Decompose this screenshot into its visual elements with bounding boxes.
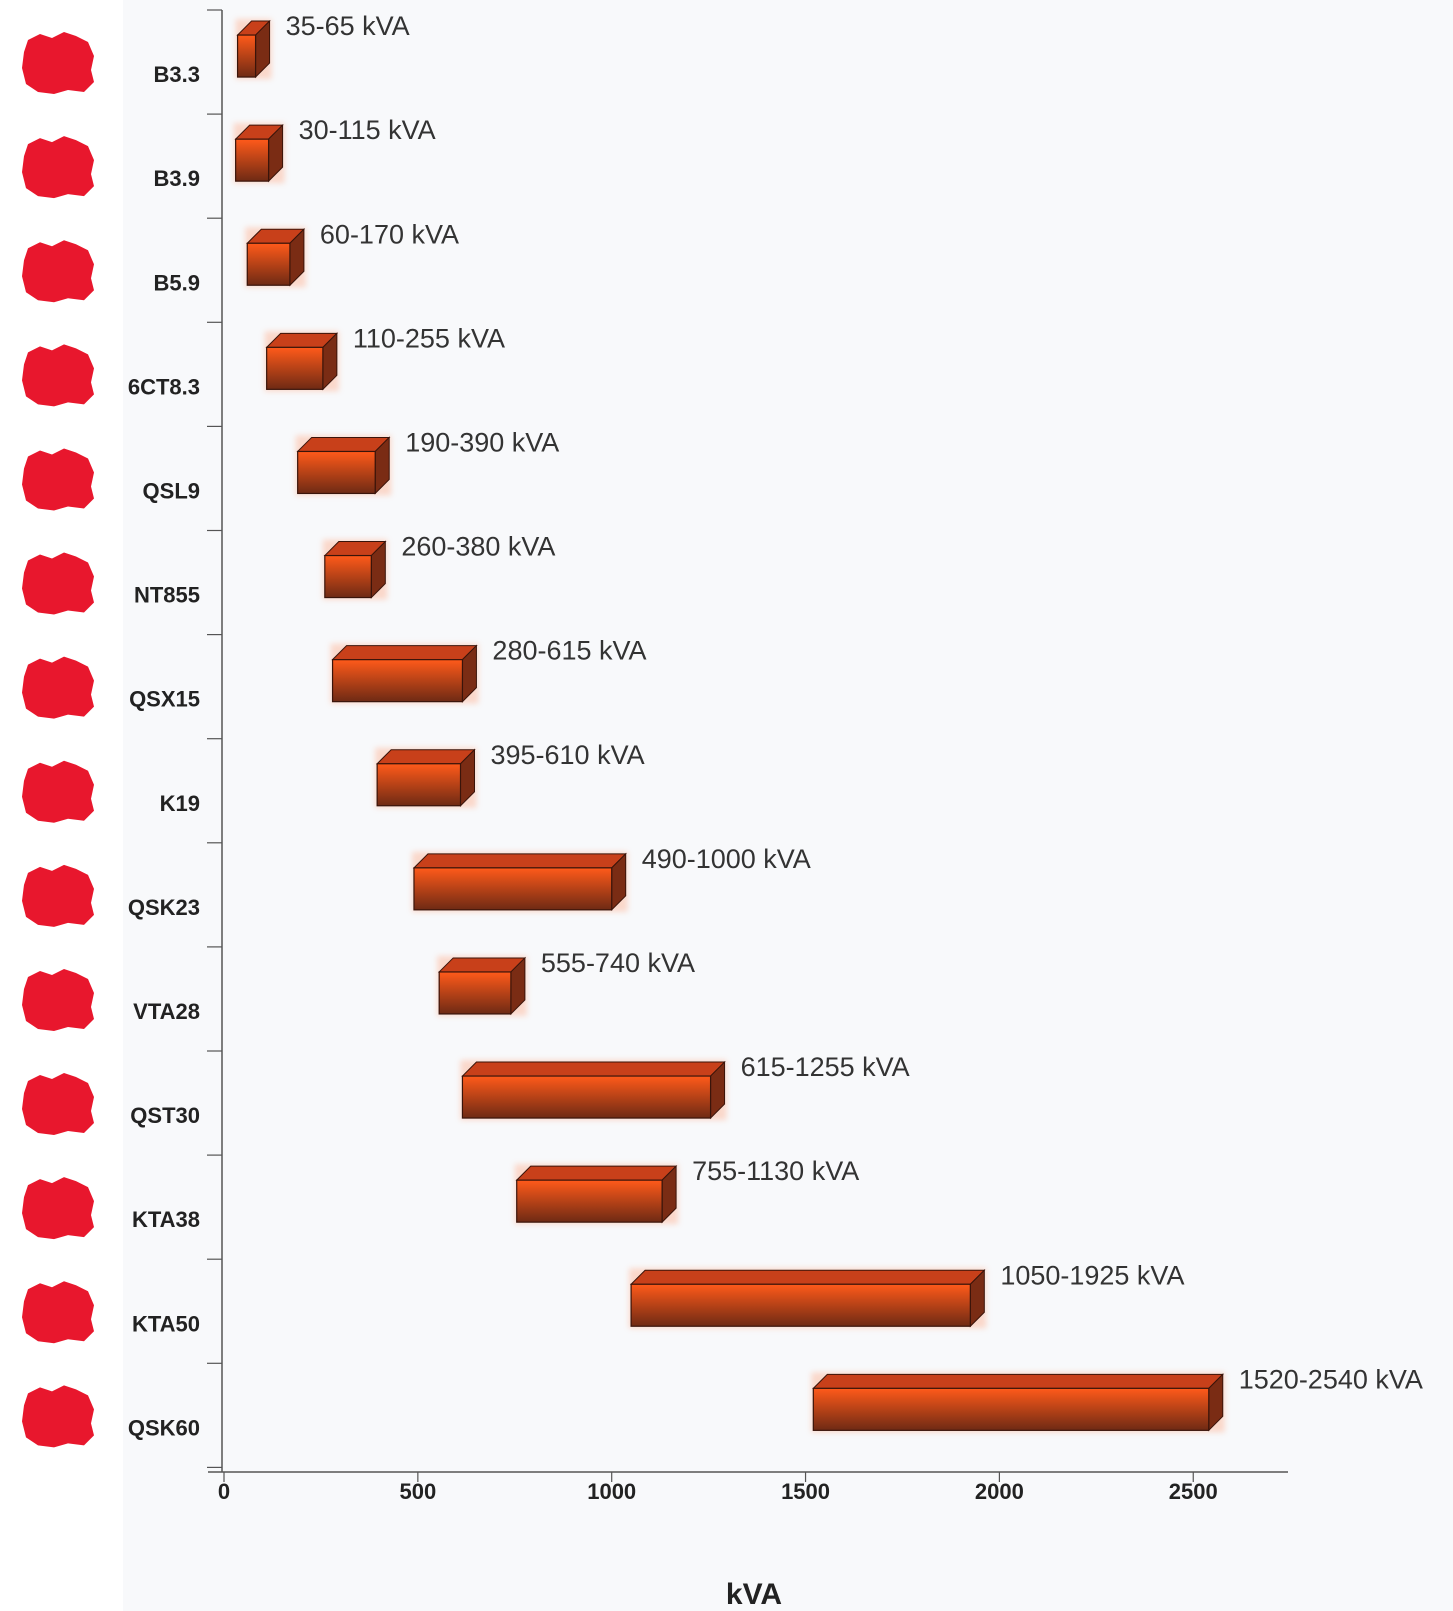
engine-label: B3.3 [154,62,200,87]
engine-icon [22,448,94,511]
bar-top-face [629,1269,986,1285]
engine-icon [22,240,94,303]
range-bar [375,747,477,808]
bar-top-face [412,853,627,869]
engine-icon [22,1385,94,1448]
engine-icon [22,136,94,199]
range-label: 1050-1925 kVA [1000,1260,1184,1290]
engine-label: KTA50 [132,1311,200,1336]
range-bar [322,539,388,600]
x-axis-title: kVA [726,1578,782,1611]
engine-label: KTA38 [132,1207,200,1232]
engine-label: NT855 [134,583,200,608]
engine-icon [22,1073,94,1136]
range-label: 1520-2540 kVA [1239,1364,1423,1394]
engine-label: QSK23 [128,895,200,920]
engine-label: 6CT8.3 [128,374,200,399]
engine-label: QST30 [130,1103,200,1128]
engine-icon [22,864,94,927]
engine-icon [22,656,94,719]
range-label: 60-170 kVA [320,219,459,249]
engine-icon [22,1281,94,1344]
x-tick-label: 1000 [587,1479,636,1504]
bar-top-face [812,1373,1224,1389]
engine-icons [22,32,94,1448]
engine-icon [22,968,94,1031]
x-tick-label: 2500 [1169,1479,1218,1504]
engine-icon [22,1177,94,1240]
x-tick-label: 1500 [781,1479,830,1504]
range-label: 30-115 kVA [299,115,436,145]
range-label: 280-615 kVA [492,636,646,666]
bar-top-face [437,957,527,973]
range-bar [411,851,628,912]
range-bar [460,1060,727,1121]
range-bar [811,1372,1225,1433]
engine-label: B3.9 [154,166,200,191]
range-bar [629,1268,987,1329]
bar-front-face [413,867,613,911]
engine-icon [22,760,94,823]
engine-label: VTA28 [133,999,200,1024]
x-tick-label: 500 [399,1479,436,1504]
engine-icon [22,344,94,407]
range-label: 35-65 kVA [286,11,410,41]
range-labels: 35-65 kVA 30-115 kVA 60-170 kVA 110-255 kVA… [286,11,1423,1394]
bar-front-face [438,971,512,1015]
x-tick-label: 0 [218,1479,230,1504]
bar-top-face [331,645,478,661]
range-bar [264,331,339,392]
bar-top-face [515,1165,678,1181]
bar-front-face [331,659,464,703]
range-bar [514,1164,679,1225]
engine-label: B5.9 [154,270,200,295]
range-label: 260-380 kVA [401,532,555,562]
bar-front-face [266,346,324,390]
bar-top-face [375,749,476,765]
range-bar [235,19,272,80]
bar-top-face [461,1061,726,1077]
range-label: 490-1000 kVA [642,844,811,874]
range-label: 555-740 kVA [541,948,695,978]
bar-front-face [516,1179,663,1223]
x-axis: 0 500 1000 1500 2000 2500 [207,9,1288,1504]
engine-label: QSX15 [129,687,200,712]
range-label: 755-1130 kVA [692,1156,859,1186]
engine-label: K19 [160,791,200,816]
bar-front-face [630,1283,971,1327]
bar-front-face [297,450,376,495]
range-bar [437,955,527,1016]
engine-icon [22,32,94,95]
bar-front-face [324,554,372,599]
range-label: 110-255 kVA [353,323,505,353]
bar-front-face [376,763,462,807]
engine-icon [22,552,94,615]
bar-front-face [235,138,270,182]
range-label: 395-610 kVA [490,740,644,770]
range-bar [233,123,285,184]
bar-top-face [296,436,391,452]
bar-front-face [461,1075,712,1119]
bar-front-face [812,1387,1210,1431]
x-tick-label: 2000 [975,1479,1024,1504]
bar-front-face [246,242,291,286]
range-bar [245,227,306,288]
engine-labels: B3.3 B3.9 B5.9 6CT8.3 QSL9 NT855 QSX15 K19 QSK23… [128,62,200,1440]
range-label: 190-390 kVA [405,427,559,457]
engine-label: QSK60 [128,1415,200,1440]
bar-front-face [236,34,257,78]
range-bar [295,435,392,496]
range-label: 615-1255 kVA [741,1052,910,1082]
plot-background [123,0,1453,1611]
range-bars [233,19,1225,1433]
engine-label: QSL9 [143,478,200,503]
range-bar [330,643,479,704]
